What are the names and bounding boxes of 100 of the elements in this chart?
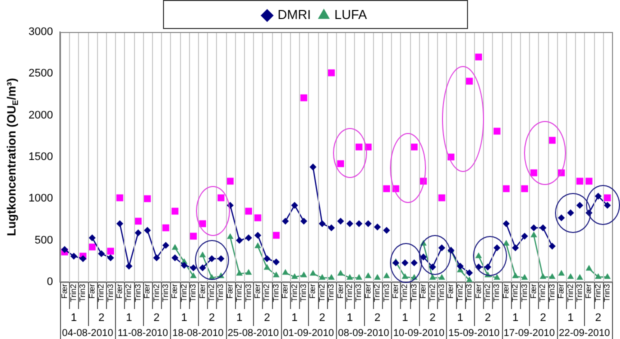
point bbox=[291, 202, 298, 209]
x-tick-label: Trin3 bbox=[409, 283, 418, 302]
x-tick-label: Trin3 bbox=[188, 283, 198, 302]
point bbox=[430, 274, 436, 280]
x-tick-label: Fær bbox=[336, 284, 345, 299]
point bbox=[300, 272, 307, 278]
x-tick-label: Trin3 bbox=[299, 283, 308, 302]
text: 2 bbox=[208, 312, 215, 324]
point bbox=[319, 220, 326, 227]
point bbox=[595, 274, 602, 279]
point bbox=[208, 255, 215, 262]
point bbox=[549, 274, 556, 279]
point bbox=[374, 224, 381, 230]
point bbox=[356, 144, 362, 150]
point bbox=[126, 262, 132, 270]
text: 15-09-2010 bbox=[448, 328, 500, 339]
point bbox=[116, 220, 123, 227]
point bbox=[107, 254, 114, 262]
point bbox=[181, 262, 188, 269]
text: 2 bbox=[430, 312, 436, 324]
point bbox=[521, 232, 528, 240]
point bbox=[337, 160, 344, 168]
point bbox=[144, 195, 151, 202]
x-tick-label: Trin2 bbox=[152, 283, 161, 302]
text: 08-09-2010 bbox=[338, 328, 390, 339]
point bbox=[586, 265, 592, 271]
x-tick-label: Trin3 bbox=[547, 283, 556, 302]
point bbox=[503, 240, 510, 246]
point bbox=[218, 194, 224, 202]
point bbox=[484, 264, 491, 270]
point bbox=[246, 270, 252, 275]
x-tick-label: Trin3 bbox=[382, 283, 391, 302]
x-tick-label: Fær bbox=[363, 284, 372, 299]
point bbox=[374, 274, 380, 280]
point bbox=[410, 144, 418, 150]
point bbox=[466, 277, 472, 282]
x-tick-label: Trin2 bbox=[455, 283, 464, 302]
point bbox=[300, 218, 307, 224]
text: 2 bbox=[484, 312, 491, 324]
x-tick-label: Fær bbox=[87, 284, 96, 299]
point bbox=[568, 274, 574, 279]
x-tick-label: Trin2 bbox=[290, 283, 299, 302]
point bbox=[392, 260, 399, 266]
x-tick-label: Fær bbox=[556, 284, 566, 299]
text: 2 bbox=[374, 312, 380, 324]
point bbox=[172, 254, 178, 262]
point bbox=[328, 274, 334, 280]
x-tick-label: Trin2 bbox=[593, 283, 602, 302]
x-tick-label: Trin3 bbox=[216, 283, 226, 302]
point bbox=[402, 274, 408, 279]
point bbox=[356, 274, 362, 280]
point bbox=[494, 244, 500, 252]
y-axis-title: Lugtkoncentration (OUE/m³) bbox=[4, 78, 20, 236]
text: 1 bbox=[402, 312, 408, 324]
point bbox=[264, 255, 270, 262]
point bbox=[273, 272, 280, 278]
point bbox=[200, 252, 206, 258]
text: 22-09-2010 bbox=[558, 328, 610, 339]
y-tick-label: 500 bbox=[34, 234, 53, 246]
x-tick-label: Trin3 bbox=[354, 283, 364, 302]
point bbox=[172, 208, 178, 215]
point bbox=[254, 214, 262, 222]
point bbox=[530, 232, 537, 238]
point bbox=[475, 54, 482, 60]
x-tick-label: Fær bbox=[418, 284, 428, 299]
point bbox=[292, 274, 298, 279]
x-tick-label: Trin3 bbox=[271, 283, 280, 302]
point bbox=[521, 185, 528, 192]
point bbox=[236, 270, 242, 276]
point bbox=[162, 224, 170, 232]
point bbox=[236, 237, 243, 244]
x-tick-label: Fær bbox=[280, 284, 290, 299]
point bbox=[558, 270, 564, 276]
point bbox=[466, 270, 473, 276]
point bbox=[502, 185, 510, 192]
y-tick-label: 3000 bbox=[28, 26, 53, 38]
point bbox=[134, 218, 142, 225]
x-tick-label: Trin2 bbox=[317, 283, 326, 302]
y-tick-label: 1500 bbox=[28, 151, 53, 164]
point bbox=[365, 272, 372, 278]
text: 25-08-2010 bbox=[228, 328, 280, 339]
point bbox=[227, 234, 234, 239]
point bbox=[319, 274, 326, 280]
point bbox=[245, 208, 252, 215]
x-tick-label: Trin3 bbox=[326, 283, 336, 302]
text: 1 bbox=[512, 312, 518, 324]
point bbox=[540, 224, 546, 232]
point bbox=[116, 194, 124, 202]
x-tick-label: Trin3 bbox=[437, 283, 446, 302]
point bbox=[567, 210, 574, 216]
point bbox=[494, 274, 500, 280]
point bbox=[310, 164, 316, 170]
x-tick-label: Trin2 bbox=[345, 283, 354, 302]
point bbox=[604, 202, 611, 209]
text: 17-09-2010 bbox=[504, 328, 556, 339]
point bbox=[438, 244, 445, 252]
text: 1 bbox=[457, 312, 464, 324]
x-tick-label: Trin2 bbox=[566, 283, 575, 302]
point bbox=[199, 220, 206, 228]
text: 18-08-2010 bbox=[172, 328, 224, 339]
